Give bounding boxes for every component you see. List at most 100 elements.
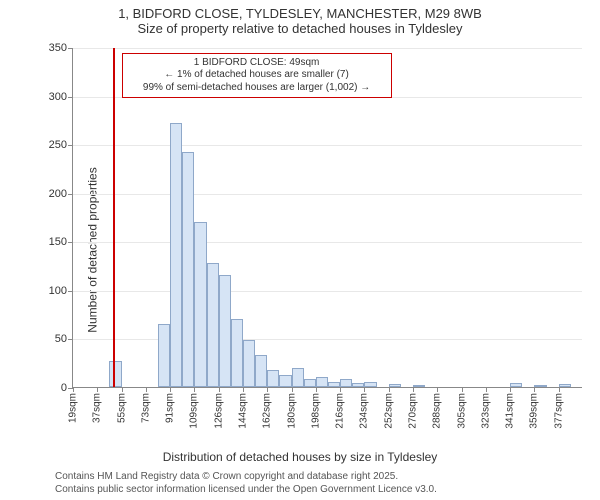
gridline <box>73 145 582 146</box>
xtick-mark <box>170 387 171 392</box>
xtick-label: 126sqm <box>213 393 224 429</box>
xtick-mark <box>97 387 98 392</box>
xtick-mark <box>413 387 414 392</box>
xtick-label: 73sqm <box>140 393 151 423</box>
histogram-bar <box>364 382 376 387</box>
title-line2: Size of property relative to detached ho… <box>0 21 600 36</box>
xtick-mark <box>389 387 390 392</box>
xtick-label: 234sqm <box>359 393 370 429</box>
ytick-label: 0 <box>61 382 67 394</box>
footer-line1: Contains HM Land Registry data © Crown c… <box>55 470 437 483</box>
xtick-mark <box>73 387 74 392</box>
xtick-mark <box>122 387 123 392</box>
histogram-bar <box>352 383 364 387</box>
ytick-label: 200 <box>49 188 67 200</box>
annotation-line: 1 BIDFORD CLOSE: 49sqm <box>127 57 387 70</box>
ytick-mark <box>68 48 73 49</box>
histogram-bar <box>231 319 243 387</box>
histogram-bar <box>292 368 304 387</box>
annotation-box: 1 BIDFORD CLOSE: 49sqm← 1% of detached h… <box>122 53 392 99</box>
xtick-mark <box>462 387 463 392</box>
xtick-label: 216sqm <box>335 393 346 429</box>
xtick-label: 323sqm <box>480 393 491 429</box>
xtick-mark <box>510 387 511 392</box>
ytick-label: 150 <box>49 236 67 248</box>
ytick-mark <box>68 339 73 340</box>
histogram-bar <box>207 263 219 387</box>
histogram-bar <box>510 383 522 387</box>
xtick-label: 288sqm <box>432 393 443 429</box>
ytick-label: 300 <box>49 91 67 103</box>
chart-container: 1, BIDFORD CLOSE, TYLDESLEY, MANCHESTER,… <box>0 0 600 500</box>
xtick-mark <box>364 387 365 392</box>
ytick-mark <box>68 291 73 292</box>
xtick-mark <box>534 387 535 392</box>
xtick-mark <box>146 387 147 392</box>
histogram-bar <box>328 382 340 387</box>
xtick-mark <box>267 387 268 392</box>
histogram-bar <box>219 275 231 387</box>
histogram-bar <box>255 355 267 387</box>
gridline <box>73 48 582 49</box>
xtick-label: 377sqm <box>553 393 564 429</box>
histogram-bar <box>170 123 182 387</box>
histogram-bar <box>413 385 425 387</box>
title-line1: 1, BIDFORD CLOSE, TYLDESLEY, MANCHESTER,… <box>0 6 600 21</box>
histogram-bar <box>534 385 546 387</box>
xtick-label: 37sqm <box>92 393 103 423</box>
xtick-label: 55sqm <box>116 393 127 423</box>
ytick-mark <box>68 242 73 243</box>
xtick-mark <box>486 387 487 392</box>
histogram-bar <box>243 340 255 387</box>
histogram-bar <box>194 222 206 387</box>
plot-area: 05010015020025030035019sqm37sqm55sqm73sq… <box>72 48 582 388</box>
histogram-bar <box>182 152 194 387</box>
title-block: 1, BIDFORD CLOSE, TYLDESLEY, MANCHESTER,… <box>0 6 600 36</box>
xtick-mark <box>243 387 244 392</box>
xtick-label: 109sqm <box>189 393 200 429</box>
xtick-label: 270sqm <box>408 393 419 429</box>
histogram-bar <box>340 379 352 387</box>
xtick-mark <box>194 387 195 392</box>
histogram-bar <box>559 384 571 387</box>
xtick-label: 305sqm <box>456 393 467 429</box>
annotation-line: 99% of semi-detached houses are larger (… <box>127 82 387 95</box>
xtick-mark <box>316 387 317 392</box>
ytick-label: 100 <box>49 285 67 297</box>
xtick-label: 252sqm <box>383 393 394 429</box>
xtick-label: 198sqm <box>310 393 321 429</box>
ytick-label: 50 <box>55 333 67 345</box>
xtick-label: 341sqm <box>505 393 516 429</box>
footer-line2: Contains public sector information licen… <box>55 483 437 496</box>
ytick-mark <box>68 194 73 195</box>
xtick-mark <box>437 387 438 392</box>
histogram-bar <box>279 375 291 387</box>
xtick-label: 359sqm <box>529 393 540 429</box>
xtick-label: 144sqm <box>238 393 249 429</box>
gridline <box>73 291 582 292</box>
histogram-bar <box>389 384 401 387</box>
histogram-bar <box>158 324 170 387</box>
annotation-line: ← 1% of detached houses are smaller (7) <box>127 69 387 82</box>
xtick-mark <box>292 387 293 392</box>
xtick-mark <box>219 387 220 392</box>
x-axis-label: Distribution of detached houses by size … <box>0 450 600 464</box>
xtick-label: 19sqm <box>68 393 79 423</box>
xtick-label: 162sqm <box>262 393 273 429</box>
xtick-mark <box>559 387 560 392</box>
gridline <box>73 339 582 340</box>
reference-line <box>113 48 115 387</box>
histogram-bar <box>316 377 328 387</box>
ytick-label: 350 <box>49 42 67 54</box>
histogram-bar <box>109 361 121 387</box>
ytick-mark <box>68 97 73 98</box>
xtick-mark <box>340 387 341 392</box>
ytick-label: 250 <box>49 139 67 151</box>
histogram-bar <box>267 370 279 387</box>
xtick-label: 180sqm <box>286 393 297 429</box>
gridline <box>73 242 582 243</box>
footer-text: Contains HM Land Registry data © Crown c… <box>55 470 437 496</box>
xtick-label: 91sqm <box>165 393 176 423</box>
gridline <box>73 194 582 195</box>
ytick-mark <box>68 145 73 146</box>
